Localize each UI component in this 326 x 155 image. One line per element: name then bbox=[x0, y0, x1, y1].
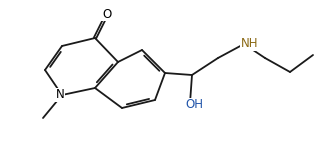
Text: O: O bbox=[102, 7, 111, 20]
Text: NH: NH bbox=[241, 38, 259, 51]
Text: OH: OH bbox=[185, 98, 203, 111]
Text: N: N bbox=[56, 89, 64, 102]
